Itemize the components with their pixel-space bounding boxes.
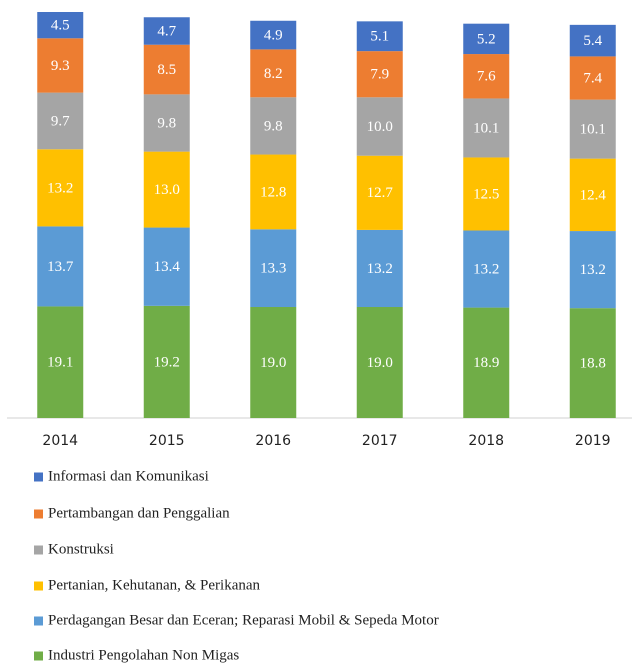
- data-label: 18.8: [580, 356, 606, 372]
- bar-segment: [143, 44, 190, 95]
- x-tick-label: 2019: [575, 433, 611, 449]
- data-label: 13.2: [473, 261, 499, 277]
- x-tick-label: 2014: [42, 433, 78, 449]
- bar-segment: [463, 98, 510, 158]
- data-label: 7.9: [370, 67, 389, 83]
- x-tick-label: 2017: [362, 433, 398, 449]
- data-label: 12.8: [260, 184, 286, 200]
- legend-label: Industri Pengolahan Non Migas: [48, 647, 239, 663]
- data-label: 7.6: [477, 69, 496, 85]
- data-label: 13.4: [154, 259, 181, 275]
- bar-segment: [37, 12, 84, 39]
- data-label: 5.4: [583, 33, 602, 49]
- data-label: 10.0: [367, 119, 393, 135]
- data-label: 19.1: [47, 355, 73, 371]
- x-tick-label: 2016: [255, 433, 291, 449]
- data-label: 9.7: [51, 113, 70, 129]
- data-label: 19.0: [260, 355, 286, 371]
- bar-segment: [356, 229, 403, 308]
- legend-label: Pertambangan dan Penggalian: [48, 505, 230, 521]
- bar-segment: [143, 17, 190, 45]
- bar-segment: [463, 307, 510, 418]
- data-label: 8.5: [157, 62, 176, 78]
- data-label: 5.1: [370, 29, 389, 45]
- bar-segment: [250, 229, 297, 308]
- x-tick-label: 2015: [149, 433, 185, 449]
- bar-segment: [356, 21, 403, 52]
- legend-swatch: [34, 509, 43, 519]
- data-label: 18.9: [473, 355, 499, 371]
- x-tick-label: 2018: [468, 433, 504, 449]
- bar-segment: [143, 94, 190, 152]
- data-label: 4.7: [157, 23, 176, 39]
- data-label: 12.4: [580, 187, 607, 203]
- bar-segment: [37, 38, 84, 93]
- bar-segment: [569, 231, 616, 309]
- data-label: 12.5: [473, 186, 499, 202]
- bar-segment: [569, 24, 616, 57]
- bar-segment: [569, 308, 616, 418]
- bar-segment: [250, 49, 297, 98]
- legend-label: Konstruksi: [48, 541, 114, 557]
- bar-segment: [569, 158, 616, 232]
- data-label: 9.3: [51, 58, 70, 74]
- data-label: 12.7: [367, 185, 394, 201]
- data-label: 13.7: [47, 259, 74, 275]
- legend-label: Informasi dan Komunikasi: [48, 468, 209, 484]
- data-label: 19.2: [154, 354, 180, 370]
- bar-segment: [143, 151, 190, 228]
- legend-swatch: [34, 616, 43, 626]
- data-label: 9.8: [264, 118, 283, 134]
- data-label: 13.2: [580, 262, 606, 278]
- legend-swatch: [34, 472, 43, 482]
- legend-label: Perdagangan Besar dan Eceran; Reparasi M…: [48, 612, 439, 628]
- legend-swatch: [34, 545, 43, 555]
- bar-segment: [356, 97, 403, 156]
- bar-segment: [250, 154, 297, 230]
- data-label: 4.9: [264, 28, 283, 44]
- bar-segment: [463, 54, 510, 99]
- bar-segment: [250, 97, 297, 155]
- data-label: 7.4: [583, 70, 602, 86]
- data-label: 10.1: [473, 120, 499, 136]
- legend-swatch: [34, 581, 43, 591]
- bar-segment: [463, 23, 510, 55]
- data-label: 13.2: [47, 180, 73, 196]
- data-label: 19.0: [367, 355, 393, 371]
- data-label: 10.1: [580, 122, 606, 138]
- bar-segment: [37, 226, 84, 307]
- bar-segment: [143, 305, 190, 418]
- data-label: 4.5: [51, 18, 70, 34]
- bar-segment: [569, 99, 616, 159]
- legend-label: Pertanian, Kehutanan, & Perikanan: [48, 577, 261, 593]
- data-label: 9.8: [157, 115, 176, 131]
- bar-segment: [356, 51, 403, 98]
- data-label: 8.2: [264, 66, 283, 82]
- bar-segment: [143, 227, 190, 306]
- bar-segment: [37, 92, 84, 150]
- bar-segment: [463, 230, 510, 308]
- data-label: 13.3: [260, 261, 286, 277]
- bar-segment: [250, 20, 297, 50]
- bar-segment: [569, 56, 616, 100]
- bar-segment: [37, 306, 84, 418]
- data-label: 13.0: [154, 182, 180, 198]
- legend-swatch: [34, 651, 43, 661]
- bar-segment: [356, 155, 403, 230]
- data-label: 5.2: [477, 31, 496, 47]
- bar-segment: [356, 307, 403, 418]
- bar-segment: [463, 157, 510, 231]
- data-label: 13.2: [367, 261, 393, 277]
- bar-segment: [37, 149, 84, 227]
- bar-segment: [250, 307, 297, 418]
